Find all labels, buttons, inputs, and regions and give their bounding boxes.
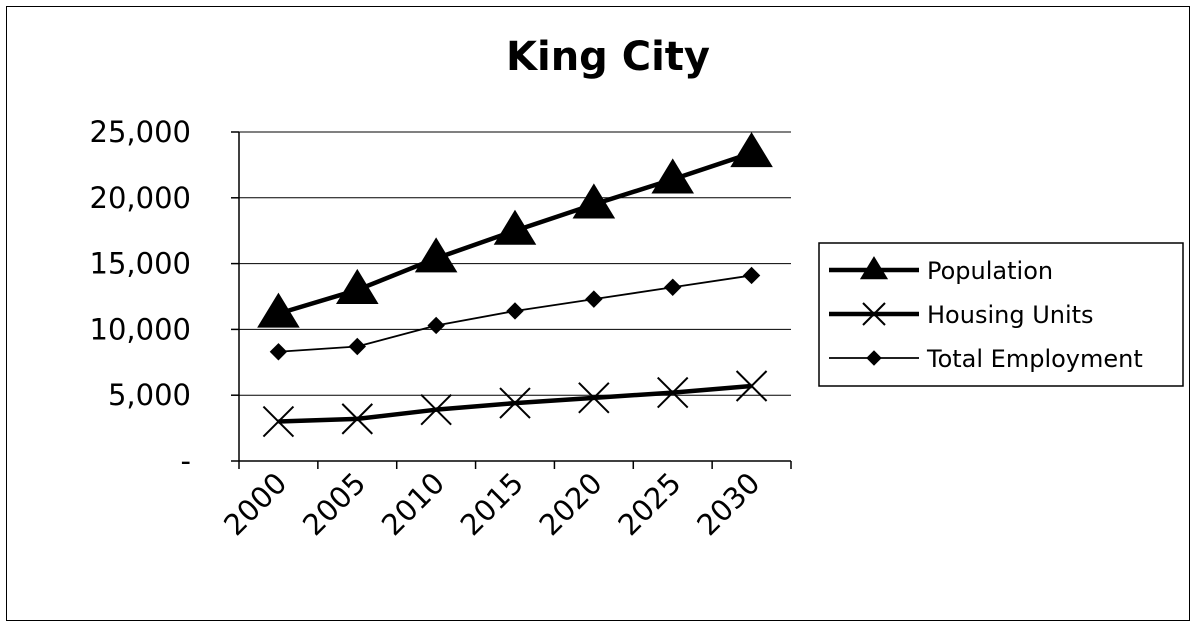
y-tick-label: 10,000	[90, 312, 191, 346]
x-marker	[262, 405, 295, 438]
x-tick-label: 2005	[296, 466, 372, 542]
x-marker	[578, 382, 610, 414]
x-tick-label: 2020	[533, 466, 609, 542]
legend-item: Housing Units	[829, 301, 1094, 329]
series-housing-units	[262, 370, 768, 438]
y-tick-label: 20,000	[90, 181, 191, 215]
legend: Population Housing Units Total Employment	[818, 242, 1184, 387]
triangle-marker	[414, 237, 458, 273]
x-tick-label: 2010	[375, 466, 451, 542]
diamond-marker	[866, 350, 882, 366]
legend-item: Population	[829, 256, 1053, 285]
diamond-marker	[269, 343, 288, 361]
x-marker	[499, 387, 531, 419]
y-tick-label: -	[181, 444, 191, 478]
triangle-marker	[335, 268, 379, 304]
triangle-marker	[493, 209, 537, 245]
x-marker	[735, 370, 768, 402]
y-tick-label: 5,000	[108, 378, 191, 412]
x-marker	[657, 376, 689, 409]
x-marker	[341, 403, 373, 435]
x-marker	[420, 393, 452, 426]
x-marker	[862, 302, 886, 326]
diamond-marker	[348, 337, 366, 356]
diamond-marker	[742, 266, 761, 285]
series-lines	[257, 132, 773, 438]
x-tick-label: 2030	[690, 466, 766, 542]
y-tick-label: 15,000	[90, 247, 191, 281]
diamond-marker	[585, 290, 603, 308]
legend-item: Total Employment	[829, 345, 1143, 373]
triangle-marker	[572, 183, 616, 219]
triangle-marker	[257, 292, 300, 328]
diamond-marker	[427, 316, 445, 335]
legend-label: Housing Units	[927, 301, 1094, 329]
diamond-marker	[506, 302, 524, 320]
diamond-marker	[664, 278, 682, 296]
legend-label: Population	[927, 257, 1053, 285]
x-tick-label: 2000	[217, 466, 293, 542]
y-tick-label: 25,000	[90, 115, 191, 149]
chart-title: King City	[506, 34, 710, 80]
triangle-marker	[859, 256, 889, 280]
series-population	[257, 132, 773, 328]
triangle-marker	[730, 132, 773, 168]
x-tick-label: 2025	[611, 466, 687, 542]
series-total-employment	[269, 266, 761, 361]
gridlines	[239, 131, 791, 396]
x-tick-label: 2015	[454, 466, 530, 542]
triangle-marker	[651, 158, 695, 194]
legend-label: Total Employment	[926, 345, 1143, 373]
